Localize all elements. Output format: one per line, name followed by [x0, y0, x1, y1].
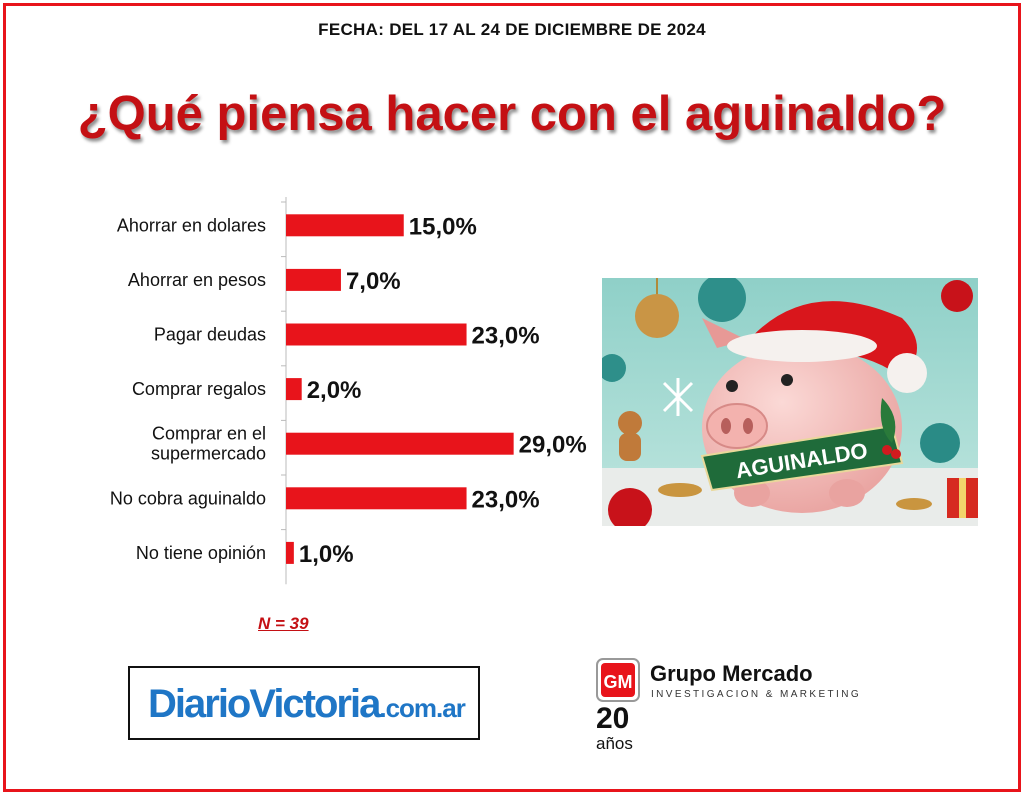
gm-tagline: INVESTIGACION & MARKETING [651, 689, 862, 700]
bar [286, 323, 467, 346]
value-label: 7,0% [346, 268, 401, 295]
category-label: Pagar deudas [154, 325, 266, 345]
category-label: No cobra aguinaldo [110, 488, 266, 508]
value-label: 15,0% [409, 213, 477, 240]
bar [286, 432, 514, 455]
bar [286, 487, 467, 510]
diario-logo-main: DiarioVictoria [148, 682, 381, 726]
category-label: Ahorrar en dolares [117, 215, 266, 235]
piggy-bank-illustration: AGUINALDO [602, 278, 978, 526]
bar [286, 268, 341, 291]
gm-badge-icon: GM [596, 658, 640, 702]
survey-date: FECHA: DEL 17 AL 24 DE DICIEMBRE DE 2024 [318, 20, 706, 39]
diario-logo-suffix: .com.ar [379, 693, 465, 723]
page-title: ¿Qué piensa hacer con el aguinaldo? [77, 87, 947, 141]
value-label: 2,0% [307, 377, 362, 404]
svg-text:GM: GM [604, 672, 633, 692]
category-label: Comprar regalos [132, 379, 266, 399]
bar [286, 214, 404, 237]
category-label: Ahorrar en pesos [128, 270, 266, 290]
category-label: Comprar en el supermercado [151, 424, 266, 464]
bar [286, 541, 294, 564]
value-label: 23,0% [472, 323, 540, 350]
value-label: 29,0% [519, 432, 587, 459]
grupo-mercado-logo: GM Grupo Mercado INVESTIGACION & MARKETI… [596, 658, 859, 758]
gm-name: Grupo Mercado [650, 661, 813, 686]
category-label: No tiene opinión [136, 543, 266, 563]
diario-victoria-logo: DiarioVictoria.com.ar [128, 666, 480, 740]
sample-size: N = 39 [258, 614, 309, 633]
bar [286, 378, 302, 401]
value-label: 1,0% [299, 541, 354, 568]
gm-years: 20 [596, 702, 630, 735]
gm-years-word: años [596, 734, 633, 753]
bar-chart: Ahorrar en dolares 15,0% Ahorrar en pesos 7… [110, 197, 587, 585]
value-label: 23,0% [472, 486, 540, 513]
